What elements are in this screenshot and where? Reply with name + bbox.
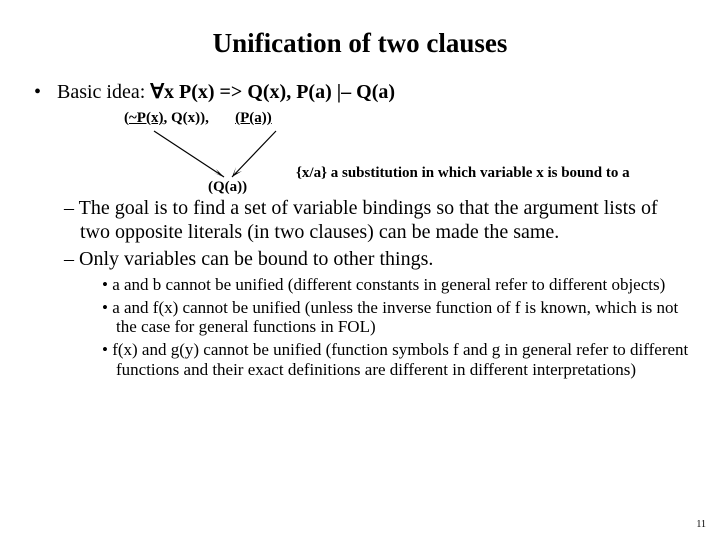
resolvent: (Q(a)): [208, 179, 247, 196]
clause1-neg: ~P(x): [129, 110, 163, 126]
resolution-diagram: {x/a} a substitution in which variable x…: [124, 129, 690, 193]
basic-idea-label: Basic idea:: [57, 81, 145, 103]
substitution-text: a substitution in which variable x is bo…: [327, 165, 630, 181]
bullet-l1: •: [34, 81, 52, 104]
clause-line: (~P(x), Q(x)), (P(a)): [124, 110, 690, 127]
clause1-rest: , Q(x)),: [163, 110, 208, 126]
goal-line: – The goal is to find a set of variable …: [80, 197, 690, 244]
only-vars-line: – Only variables can be bound to other t…: [80, 248, 690, 272]
sub3-text: f(x) and g(y) cannot be unified (functio…: [112, 340, 688, 379]
goal-text: The goal is to find a set of variable bi…: [79, 197, 658, 243]
page-number: 11: [696, 519, 706, 530]
sub-bullet-3: • f(x) and g(y) cannot be unified (funct…: [116, 340, 690, 379]
sub-bullet-2: • a and f(x) cannot be unified (unless t…: [116, 298, 690, 337]
substitution-set: {x/a}: [296, 165, 327, 181]
slide-title: Unification of two clauses: [30, 28, 690, 59]
sub-bullet-1: • a and b cannot be unified (different c…: [116, 275, 690, 295]
substitution-note: {x/a} a substitution in which variable x…: [296, 165, 630, 182]
basic-idea-line: • Basic idea: ∀x P(x) => Q(x), P(a) |– Q…: [34, 79, 690, 104]
clause2: (P(a)): [235, 110, 272, 126]
only-vars-text: Only variables can be bound to other thi…: [79, 248, 433, 270]
basic-idea-formula: ∀x P(x) => Q(x), P(a) |– Q(a): [150, 81, 395, 103]
sub1-text: a and b cannot be unified (different con…: [112, 275, 665, 294]
sub2-text: a and f(x) cannot be unified (unless the…: [112, 298, 678, 337]
